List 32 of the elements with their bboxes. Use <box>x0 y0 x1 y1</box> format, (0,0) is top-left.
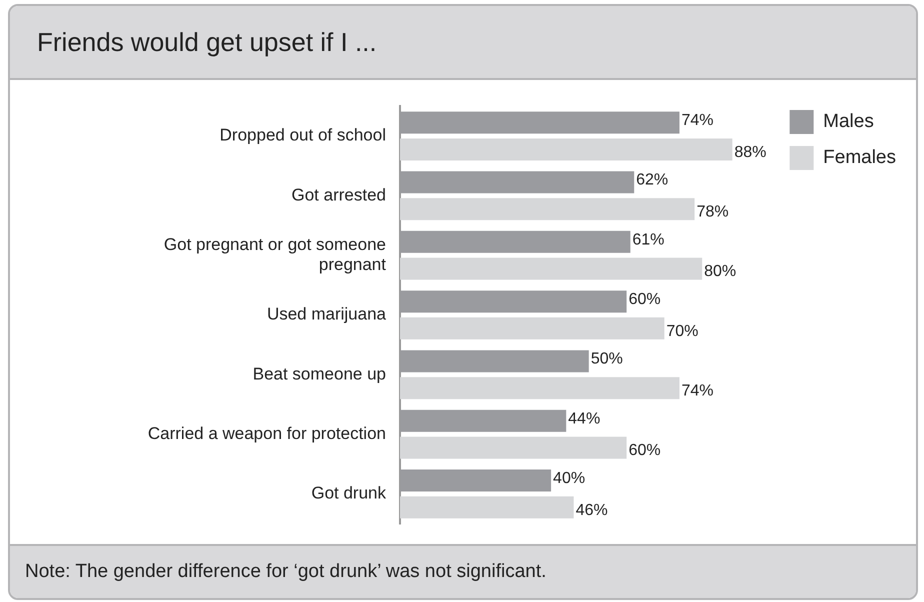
bar <box>400 317 664 340</box>
bar <box>400 258 702 280</box>
data-label: 74% <box>681 382 714 400</box>
data-label: 70% <box>666 322 698 340</box>
data-label: 40% <box>553 470 586 487</box>
y-tick-label: Used marijuana <box>266 304 387 324</box>
data-label: 46% <box>576 502 608 519</box>
data-label: 60% <box>628 290 661 308</box>
y-tick-label: Beat someone up <box>252 364 386 384</box>
data-label: 60% <box>628 442 661 460</box>
data-label: 88% <box>734 144 766 161</box>
bar <box>400 496 574 518</box>
bar <box>400 198 695 220</box>
data-label: 44% <box>568 410 600 428</box>
legend-label: Females <box>823 147 896 168</box>
data-label: 50% <box>590 350 623 368</box>
data-label: 80% <box>704 263 736 280</box>
legend-label: Males <box>823 111 874 132</box>
y-tick-label: Got pregnant or got someone pregnant <box>164 234 386 274</box>
text: Note: The gender difference for ‘got drunk’ was not significant. <box>10 544 916 598</box>
data-label: 62% <box>636 172 668 189</box>
bar <box>400 138 732 160</box>
y-tick-label: Dropped out of school <box>220 126 386 145</box>
y-tick-label: Carried a weapon for protection <box>148 424 386 443</box>
y-tick-label: Got drunk <box>311 484 386 503</box>
y-tick-label: Got arrested <box>292 185 386 204</box>
data-label: 74% <box>681 112 714 130</box>
data-label: 61% <box>632 231 664 248</box>
bar <box>400 377 680 400</box>
bar <box>400 436 627 459</box>
chart-title: Friends would get upset if I ... <box>10 6 916 80</box>
data-label: 78% <box>696 204 729 221</box>
